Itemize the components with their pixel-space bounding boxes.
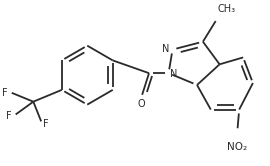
Text: F: F — [2, 88, 8, 98]
Text: CH₃: CH₃ — [218, 4, 236, 14]
Text: O: O — [137, 99, 145, 109]
Text: F: F — [6, 111, 12, 122]
Text: F: F — [43, 119, 49, 129]
Text: N: N — [170, 69, 177, 79]
Text: NO₂: NO₂ — [227, 142, 247, 152]
Text: N: N — [162, 44, 170, 54]
